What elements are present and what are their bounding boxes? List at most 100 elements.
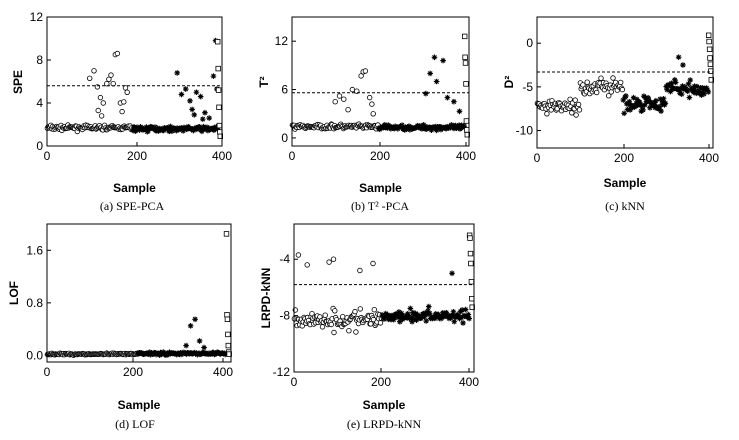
star-marker [641, 102, 648, 108]
star-marker [433, 127, 440, 134]
y-tick-label: 0 [526, 36, 533, 50]
x-axis-label: Sample [113, 181, 156, 195]
x-axis-label: Sample [118, 398, 161, 412]
star-marker [401, 127, 408, 133]
star-marker [431, 54, 438, 61]
star-marker [199, 128, 205, 135]
star-marker [694, 83, 700, 90]
circle-marker [331, 329, 337, 336]
circle-marker [544, 111, 550, 117]
y-tick-label: -8 [279, 309, 290, 323]
x-axis-label: Sample [604, 176, 647, 190]
star-marker [197, 93, 204, 100]
circle-marker [319, 324, 326, 330]
circle-marker [94, 84, 101, 90]
star-marker [451, 98, 457, 105]
data-points [44, 231, 232, 359]
x-tick-label: 200 [371, 375, 391, 389]
circle-marker [104, 80, 110, 87]
star-marker [687, 77, 694, 83]
star-marker [679, 83, 686, 89]
square-marker [224, 316, 231, 322]
circle-marker [598, 75, 604, 81]
star-marker [146, 351, 152, 357]
circle-marker [97, 94, 104, 101]
star-marker [202, 109, 208, 116]
star-marker [193, 89, 200, 96]
circle-marker [358, 73, 364, 79]
star-marker [155, 350, 162, 357]
star-marker [178, 91, 185, 98]
circle-marker [567, 96, 573, 102]
star-marker [450, 308, 457, 315]
star-marker [180, 128, 186, 134]
star-marker [704, 87, 711, 93]
circle-marker [341, 96, 347, 102]
star-marker [659, 98, 666, 105]
square-marker [215, 87, 222, 93]
star-marker [425, 303, 432, 310]
star-marker [682, 84, 688, 90]
square-marker [707, 61, 714, 67]
star-marker [435, 311, 442, 318]
circle-marker [618, 79, 624, 86]
star-marker [432, 315, 438, 322]
star-marker [204, 124, 210, 131]
circle-marker [362, 68, 369, 74]
star-marker [183, 342, 189, 349]
star-marker [678, 91, 685, 98]
star-marker [462, 306, 469, 313]
star-marker [410, 309, 416, 316]
star-marker [379, 312, 386, 318]
star-marker [425, 308, 431, 314]
star-marker [688, 85, 694, 91]
star-marker [685, 81, 692, 87]
star-marker [684, 88, 691, 95]
circle-marker [106, 76, 112, 82]
star-marker [703, 85, 710, 91]
x-tick-label: 400 [699, 151, 719, 165]
star-marker [428, 127, 435, 133]
x-tick-label: 0 [44, 149, 51, 163]
circle-marker [370, 111, 376, 117]
star-marker [458, 314, 465, 321]
star-marker [635, 102, 641, 109]
star-marker [459, 307, 465, 313]
star-marker [700, 88, 706, 94]
star-marker [397, 314, 404, 320]
star-marker [178, 125, 185, 131]
star-marker [630, 94, 637, 101]
star-marker [391, 314, 398, 321]
star-marker [408, 315, 415, 321]
circle-marker [346, 328, 352, 334]
y-tick-label: 1.6 [26, 243, 43, 257]
circle-marker [357, 267, 363, 274]
circle-marker [610, 75, 616, 81]
star-marker [667, 88, 674, 95]
star-marker [465, 311, 472, 318]
star-marker [142, 125, 149, 132]
star-marker [406, 123, 412, 130]
chart-panel-5: 0 200 400 -12 -8 -4 Sample LRPD-kNN (e) LRPD-kNN [259, 223, 479, 431]
square-marker [217, 133, 223, 139]
circle-marker [295, 252, 302, 258]
x-tick-label: 0 [289, 149, 296, 163]
star-marker [397, 318, 403, 325]
circle-marker [619, 86, 626, 93]
data-points [534, 32, 714, 118]
square-marker [462, 60, 469, 66]
circle-marker [580, 82, 586, 88]
star-marker [626, 98, 633, 105]
square-marker [464, 127, 470, 133]
star-marker [201, 344, 207, 351]
star-marker [424, 311, 430, 318]
x-tick-label: 0 [534, 151, 541, 165]
square-marker [469, 295, 475, 302]
square-marker [706, 38, 712, 45]
circle-marker [608, 89, 614, 95]
star-marker [187, 98, 193, 104]
star-marker [413, 317, 420, 323]
circle-marker [122, 85, 129, 91]
star-marker [197, 125, 204, 131]
y-axis-label: SPE [11, 70, 25, 94]
